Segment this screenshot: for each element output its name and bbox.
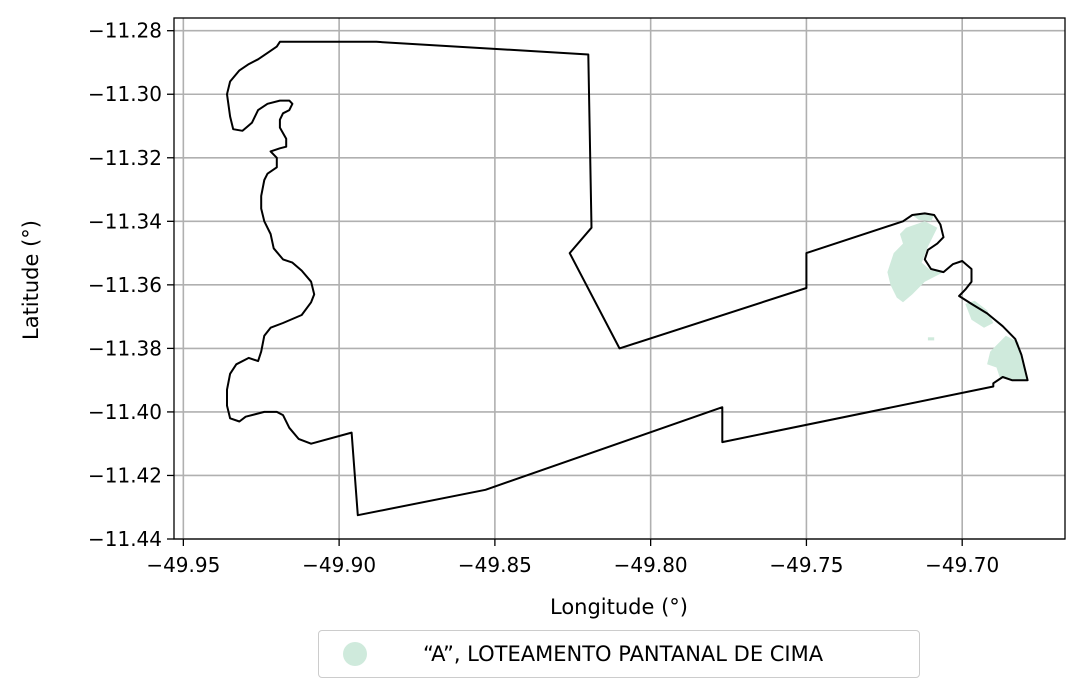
y-axis-title: Latitude (°) bbox=[19, 220, 43, 340]
y-tick-label: −11.40 bbox=[88, 400, 162, 424]
y-tick-label: −11.30 bbox=[88, 82, 162, 106]
y-tick-label: −11.28 bbox=[88, 19, 162, 43]
y-tick-label: −11.32 bbox=[88, 146, 162, 170]
area-polygon bbox=[912, 213, 935, 222]
area-polygon bbox=[887, 221, 944, 303]
boundary-layer bbox=[226, 40, 1029, 517]
plot-frame bbox=[173, 17, 1066, 540]
x-tick-label: −49.70 bbox=[925, 553, 999, 577]
y-tick-label: −11.42 bbox=[88, 463, 162, 487]
x-axis-title: Longitude (°) bbox=[550, 595, 688, 619]
y-axis-ticks: −11.28 −11.30 −11.32 −11.34 −11.36 −11.38 −11.… bbox=[88, 19, 174, 551]
y-tick-label: −11.34 bbox=[88, 209, 162, 233]
x-tick-label: −49.95 bbox=[146, 553, 220, 577]
x-axis-ticks: −49.95 −49.90 −49.85 −49.80 −49.75 −49.70 bbox=[146, 539, 999, 577]
x-tick-label: −49.85 bbox=[458, 553, 532, 577]
legend-marker bbox=[343, 642, 367, 666]
x-tick-label: −49.75 bbox=[769, 553, 843, 577]
y-tick-label: −11.38 bbox=[88, 336, 162, 360]
y-tick-label: −11.36 bbox=[88, 273, 162, 297]
legend-label: “A”, LOTEAMENTO PANTANAL DE CIMA bbox=[423, 642, 824, 666]
area-layer bbox=[887, 213, 1028, 381]
area-polygon bbox=[927, 337, 935, 341]
area-polygon bbox=[965, 300, 994, 328]
y-tick-label: −11.44 bbox=[88, 527, 162, 551]
municipal-boundary bbox=[226, 40, 1029, 517]
x-tick-label: −49.90 bbox=[302, 553, 376, 577]
legend: “A”, LOTEAMENTO PANTANAL DE CIMA bbox=[318, 630, 920, 678]
x-tick-label: −49.80 bbox=[614, 553, 688, 577]
gridlines bbox=[174, 18, 1065, 540]
